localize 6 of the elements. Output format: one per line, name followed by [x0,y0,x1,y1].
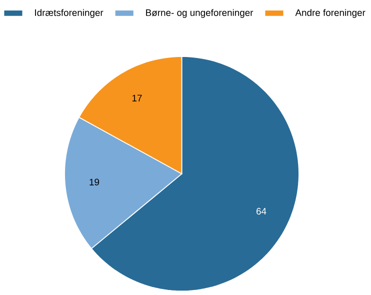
data-label: 64 [256,208,266,214]
data-label: 17 [132,94,142,102]
data-label: 19 [90,178,100,186]
legend-label: Børne- og ungeforeninger [146,8,254,18]
legend-label: Idrætsforeninger [35,8,104,18]
legend-label: Andre foreninger [295,8,366,18]
